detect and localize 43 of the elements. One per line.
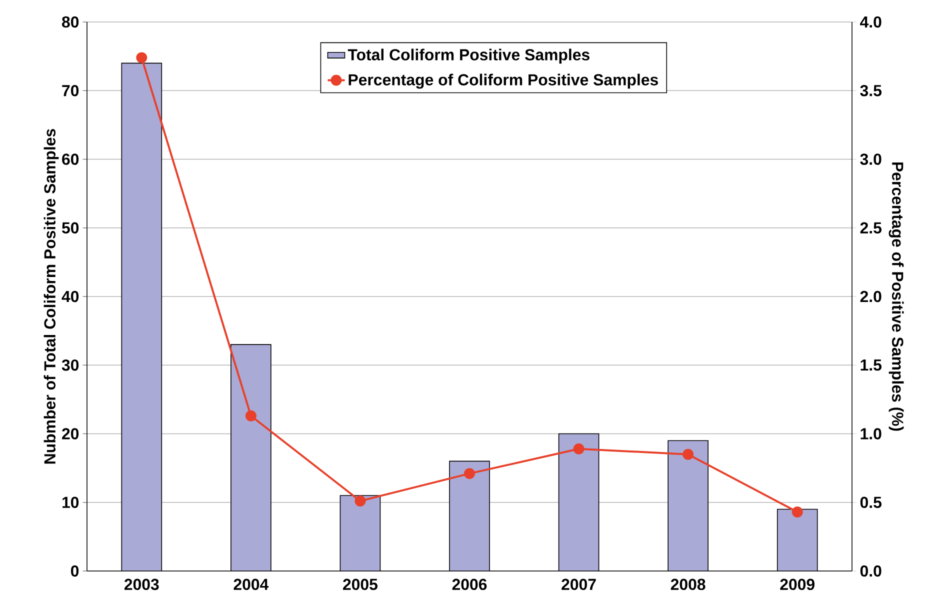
y2-tick-label: 1.5: [860, 360, 882, 371]
point: [354, 496, 366, 506]
y2-tick-label: 0.5: [860, 496, 882, 508]
y2-tick-label: 0.0: [860, 565, 882, 577]
bar: [776, 508, 818, 571]
y-tick-label: 50: [62, 222, 79, 234]
bar: [558, 434, 599, 571]
y-tick-label: 80: [62, 16, 79, 28]
y2-tick-label: 2.0: [860, 290, 882, 302]
bar: [230, 344, 271, 571]
y-tick-label: 40: [62, 290, 79, 302]
y2-tick-label: 1.0: [860, 428, 882, 440]
point: [464, 468, 475, 480]
point: [573, 443, 584, 454]
y-tick-label: 10: [62, 496, 79, 508]
y-tick-label: 0: [70, 565, 79, 577]
y-tick-label: 60: [62, 154, 79, 165]
y2-tick-label: 3.5: [860, 84, 882, 96]
y2-tick-label: 4.0: [860, 16, 882, 28]
bar: [450, 461, 490, 571]
x-tick-label: 2008: [670, 578, 706, 590]
x-tick-label: 2004: [234, 578, 269, 590]
bar: [340, 496, 380, 571]
y2-tick-label: 2.5: [860, 222, 882, 234]
bar: [668, 440, 708, 571]
y-tick-label: 20: [62, 428, 79, 440]
point: [792, 506, 803, 518]
y2-axis-title: Percentage of Positive Samples (%): [888, 162, 904, 431]
x-tick-label: 2007: [562, 578, 596, 590]
point: [245, 410, 256, 422]
point: [682, 448, 694, 460]
bar: [122, 63, 162, 571]
legend-label: Percentage of Coliform Positive Samples: [348, 74, 658, 89]
x-tick-label: 2003: [124, 578, 159, 590]
x-tick-label: 2005: [343, 578, 378, 590]
y-axis-title: Nubmber of Total Coliform Positive Samples: [44, 129, 59, 464]
x-tick-label: 2009: [780, 578, 814, 590]
y-tick-label: 30: [62, 359, 79, 371]
x-tick-label: 2006: [452, 578, 487, 590]
point: [136, 52, 148, 64]
y2-tick-label: 3.0: [860, 154, 882, 165]
legend-label: Total Coliform Positive Samples: [348, 48, 590, 64]
y-tick-label: 70: [62, 84, 79, 96]
